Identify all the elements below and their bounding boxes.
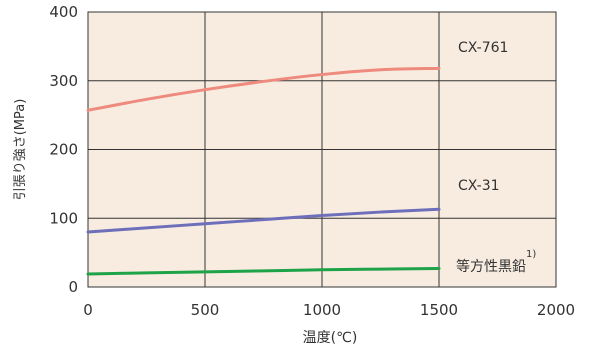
series-line [86,66,441,112]
x-tick-label: 500 [191,301,220,319]
y-tick-label: 0 [68,278,78,296]
y-axis-label: 引張り強さ(MPa) [13,99,28,201]
x-tick-label: 1500 [420,301,458,319]
y-tick-label: 200 [49,141,78,159]
y-tick-label: 300 [49,72,78,90]
series-label-superscript: 1) [526,249,536,260]
y-tick-label: 400 [49,3,78,21]
x-axis-ticks: 0 500 1000 1500 2000 [83,301,575,319]
y-axis-ticks: 0 100 200 300 400 [49,3,78,296]
grid-lines [88,12,556,287]
y-tick-label: 100 [49,209,78,227]
series-label: CX-761 [458,40,508,56]
x-tick-label: 2000 [537,301,575,319]
x-tick-label: 1000 [303,301,341,319]
x-tick-label: 0 [83,301,93,319]
series-line [86,266,441,276]
series-lines [86,66,441,276]
series-label: 等方性黒鉛 [456,258,526,275]
x-axis-label: 温度(℃) [303,330,358,346]
series-label: CX-31 [458,178,500,194]
series-line [86,207,441,234]
plot-area-frame [87,11,557,288]
